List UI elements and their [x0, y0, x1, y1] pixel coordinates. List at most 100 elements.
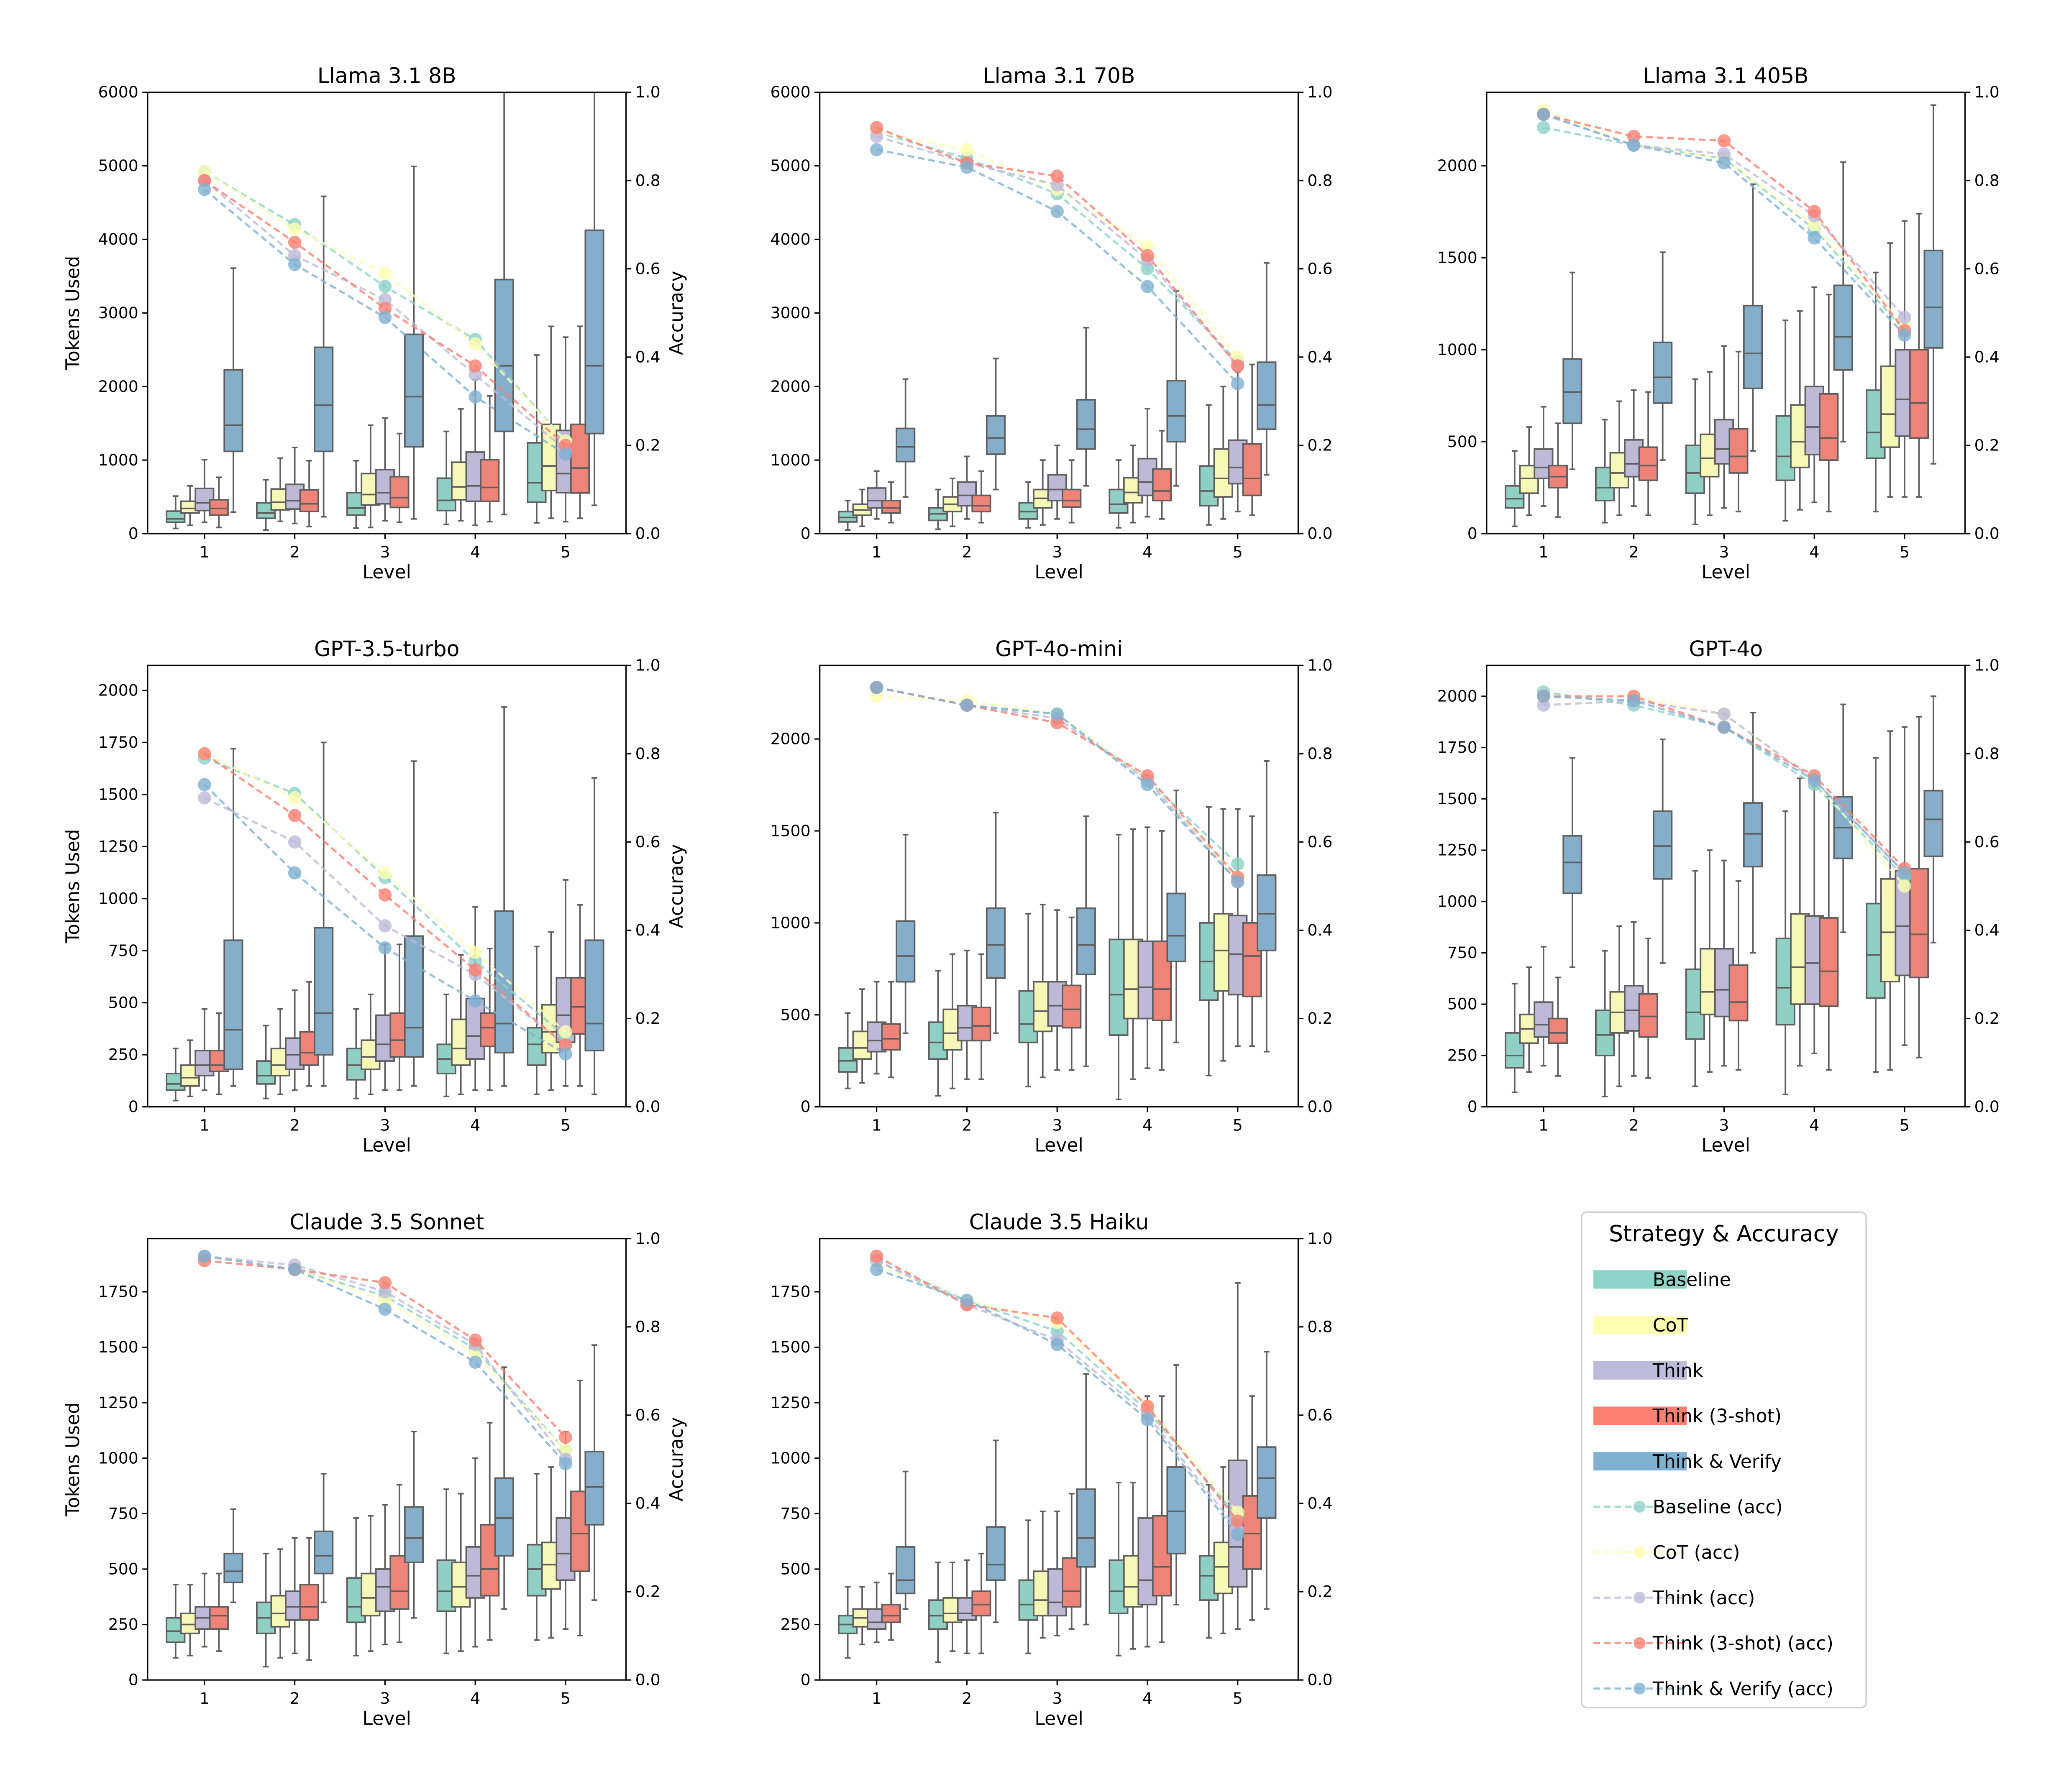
accuracy-point-level-3 [1050, 1338, 1064, 1351]
box-iqr [896, 1546, 916, 1595]
accuracy-point-level-4 [469, 390, 482, 404]
x-tick-label: 1 [872, 543, 882, 561]
box-think-verify-level-5 [584, 777, 604, 1095]
y2-tick-label: 0.6 [1974, 833, 2000, 851]
box-think-verify-level-1 [896, 378, 916, 498]
box-iqr [1257, 361, 1277, 430]
accuracy-line-baseline [204, 757, 566, 1037]
box-think-3-shot--level-4 [1152, 830, 1172, 1071]
box-think-verify-level-4 [494, 92, 514, 516]
box-think-level-5 [1228, 1282, 1248, 1630]
legend-label: Think (acc) [1652, 1587, 1755, 1609]
box-think-verify-level-2 [986, 812, 1006, 1034]
box-cot-level-1 [852, 488, 872, 527]
y-tick-label: 1750 [98, 1283, 138, 1301]
y-tick-label: 5000 [770, 156, 810, 175]
x-tick-label: 2 [962, 1689, 972, 1708]
box-think-verify-level-3 [1076, 1373, 1096, 1626]
x-tick-label: 1 [200, 1689, 210, 1708]
box-think-3-shot--level-3 [389, 432, 410, 523]
accuracy-line-cot [876, 131, 1239, 358]
y-tick-label: 0 [1467, 1097, 1477, 1116]
accuracy-point-level-3 [378, 919, 392, 933]
y-tick-label: 500 [780, 1560, 810, 1578]
accuracy-point-level-1 [1537, 107, 1550, 121]
box-baseline-level-2 [256, 479, 276, 531]
y-tick-label: 4000 [770, 230, 810, 248]
x-tick-label: 2 [962, 1116, 972, 1134]
y-tick-label: 1750 [770, 1283, 810, 1301]
y2-tick-label: 0.4 [635, 348, 661, 366]
y2-tick-label: 0.8 [635, 1317, 661, 1336]
y-tick-label: 1750 [1437, 738, 1477, 757]
box-think-3-shot--level-2 [971, 1552, 991, 1654]
accuracy-point-level-3 [378, 888, 392, 902]
accuracy-point-level-2 [288, 1263, 302, 1276]
box-iqr [389, 475, 410, 509]
box-think-verify-level-5 [1923, 104, 1943, 465]
subplot-title: GPT-4o-mini [995, 637, 1123, 661]
box-think-verify-level-4 [1166, 290, 1186, 487]
box-iqr [1166, 892, 1186, 963]
y-tick-label: 2000 [98, 377, 138, 396]
x-tick-label: 1 [200, 543, 210, 561]
box-think-verify-level-5 [1257, 262, 1277, 476]
box-think-3-shot--level-5 [1242, 363, 1262, 516]
box-think-verify-level-5 [584, 1344, 604, 1601]
y-tick-label: 2000 [1437, 687, 1477, 705]
legend-marker [1634, 1546, 1646, 1558]
y-tick-label: 0 [128, 524, 138, 543]
y2-tick-label: 0.2 [635, 1009, 661, 1028]
box-think-verify-level-1 [896, 1470, 916, 1610]
accuracy-point-level-3 [1717, 721, 1731, 734]
accuracy-point-level-1 [1537, 690, 1550, 703]
accuracy-point-level-5 [1231, 857, 1244, 871]
box-think-3-shot--level-1 [209, 1572, 229, 1652]
box-iqr [1076, 907, 1096, 975]
accuracy-point-level-4 [469, 1355, 482, 1369]
y-tick-label: 6000 [770, 83, 810, 101]
y2-tick-label: 0.0 [1974, 1097, 2000, 1116]
accuracy-point-level-5 [1231, 875, 1244, 889]
x-tick-label: 4 [470, 1116, 480, 1134]
accuracy-point-level-5 [559, 1025, 572, 1038]
x-axis-label: Level [1702, 1135, 1750, 1156]
accuracy-point-level-5 [1898, 311, 1911, 324]
legend-marker [1634, 1592, 1646, 1604]
box-think-verify-level-4 [494, 1366, 514, 1610]
box-iqr [896, 427, 916, 463]
box-iqr [1653, 341, 1673, 404]
box-think-3-shot--level-5 [1242, 815, 1262, 1047]
box-think-level-2 [957, 949, 977, 1080]
accuracy-point-level-5 [559, 1430, 572, 1444]
y-axis-label: Tokens Used [62, 829, 84, 943]
accuracy-line-think-verify [1543, 113, 1905, 336]
box-iqr [881, 1023, 901, 1051]
box-think-3-shot--level-2 [299, 460, 319, 528]
box-iqr [209, 1606, 229, 1630]
y-tick-label: 0 [1467, 524, 1477, 543]
x-tick-label: 1 [200, 1116, 210, 1134]
box-think-verify-level-4 [1833, 161, 1853, 443]
x-axis-label: Level [363, 1708, 411, 1729]
subplot-6: 1 2 3 4 5 0 250 500 750 1000 1250 1500 1750 0.0 0.2 0.4… [62, 1210, 687, 1730]
y2-axis-label: Accuracy [666, 271, 687, 355]
box-iqr [314, 1530, 334, 1575]
y2-tick-label: 0.2 [1307, 1582, 1332, 1601]
x-tick-label: 4 [470, 1689, 480, 1708]
subplot-title: GPT-4o [1689, 637, 1763, 661]
box-iqr [971, 1007, 991, 1042]
y2-tick-label: 0.0 [635, 524, 661, 543]
box-think-3-shot--level-1 [1548, 977, 1568, 1077]
y-tick-label: 0 [801, 1097, 811, 1116]
box-iqr [881, 1603, 901, 1623]
box-iqr [971, 494, 991, 513]
accuracy-point-level-4 [1808, 773, 1821, 787]
x-tick-label: 4 [1142, 543, 1152, 561]
box-iqr [1653, 810, 1673, 880]
y2-tick-label: 1.0 [1307, 83, 1332, 101]
accuracy-point-level-3 [1050, 707, 1064, 721]
y-tick-label: 2000 [1437, 156, 1477, 175]
accuracy-point-level-4 [469, 337, 482, 350]
